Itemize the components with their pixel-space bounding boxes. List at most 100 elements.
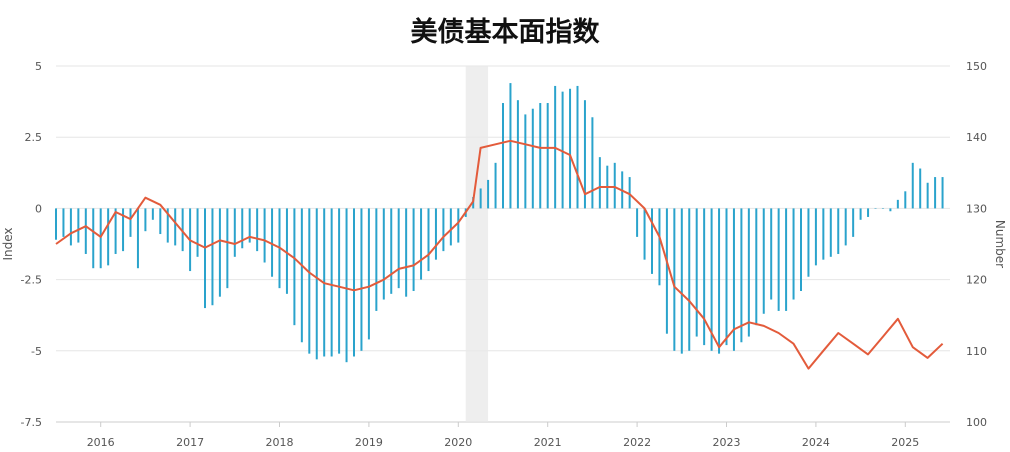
y-right-tick-label: 130 [966, 202, 987, 215]
bar [896, 199, 899, 209]
bar [77, 208, 80, 243]
bar [122, 208, 125, 252]
ticks-layer: 5 2.5 0 -2.5 -5 -7.5 150 140 130 120 110 100 2016 201… [21, 60, 987, 449]
y-right-tick-label: 150 [966, 60, 987, 73]
x-tick-label: 2022 [623, 436, 651, 449]
bar [256, 208, 259, 252]
bar [904, 191, 907, 209]
bar [345, 208, 348, 363]
y-left-tick-label: -5 [31, 345, 42, 358]
bar [703, 208, 706, 346]
bar [934, 177, 937, 209]
bar [919, 168, 922, 209]
bar [673, 208, 676, 351]
bar [874, 208, 877, 209]
bar [181, 208, 184, 252]
bar [308, 208, 311, 354]
bar [800, 208, 802, 291]
y-axis-left-title: Index [1, 227, 15, 260]
bar [867, 208, 870, 217]
bar [561, 91, 564, 209]
bar [248, 208, 251, 243]
bar [576, 85, 579, 209]
bar [941, 177, 944, 209]
bar [770, 208, 773, 300]
y-left-tick-label: 0 [35, 202, 42, 215]
bar [55, 208, 57, 240]
bar [628, 177, 631, 209]
bar [859, 208, 862, 220]
bar [330, 208, 333, 357]
bar [591, 117, 594, 209]
bar [271, 208, 274, 277]
bar [84, 208, 87, 254]
bar [695, 208, 698, 337]
x-tick-label: 2018 [266, 436, 294, 449]
x-tick-label: 2021 [534, 436, 562, 449]
bar [233, 208, 236, 257]
bar [300, 208, 303, 343]
bar [665, 208, 668, 334]
bar [449, 208, 452, 246]
bar [397, 208, 400, 289]
bar [785, 208, 788, 311]
bar [92, 208, 95, 269]
bar [807, 208, 810, 277]
bar [69, 208, 72, 246]
bar [442, 208, 445, 252]
bar [613, 162, 616, 209]
bar [159, 208, 162, 235]
bar [375, 208, 378, 311]
bar [837, 208, 840, 254]
y-left-tick-label: 2.5 [25, 131, 43, 144]
y-right-tick-label: 120 [966, 274, 987, 287]
bar [353, 208, 355, 357]
bar [569, 88, 572, 209]
bar [747, 208, 750, 337]
bar [211, 208, 214, 306]
bar [114, 208, 117, 254]
x-tick-label: 2016 [87, 436, 115, 449]
bar [293, 208, 296, 326]
bar [338, 208, 341, 354]
x-tick-label: 2019 [355, 436, 383, 449]
shaded-period [465, 66, 489, 422]
bar [285, 208, 288, 294]
bar [502, 103, 504, 209]
bar [546, 103, 549, 209]
bar [509, 83, 512, 209]
y-right-tick-label: 110 [966, 345, 987, 358]
bar [382, 208, 385, 300]
bar [889, 208, 892, 212]
bar [926, 182, 929, 209]
bar [129, 208, 132, 237]
bar [740, 208, 743, 343]
chart-title: 美债基本面指数 [411, 16, 601, 48]
y-left-tick-label: 5 [35, 60, 42, 73]
y-left-tick-label: -2.5 [21, 274, 42, 287]
bar [792, 208, 795, 300]
bar [755, 208, 758, 326]
bar [204, 208, 206, 309]
bar [651, 208, 653, 274]
bar [151, 208, 154, 220]
bar [107, 208, 110, 266]
bar [405, 208, 408, 297]
bar [531, 108, 534, 209]
x-tick-label: 2024 [802, 436, 830, 449]
bar [718, 208, 721, 354]
bar [680, 208, 683, 354]
y-right-tick-label: 140 [966, 131, 987, 144]
bar [688, 208, 691, 351]
bar [829, 208, 832, 257]
bar [315, 208, 318, 360]
bar [99, 208, 102, 269]
bar [539, 103, 542, 209]
bar [524, 114, 527, 209]
bar [479, 188, 482, 209]
bar [710, 208, 713, 351]
x-tick-label: 2025 [891, 436, 919, 449]
bar [166, 208, 169, 243]
